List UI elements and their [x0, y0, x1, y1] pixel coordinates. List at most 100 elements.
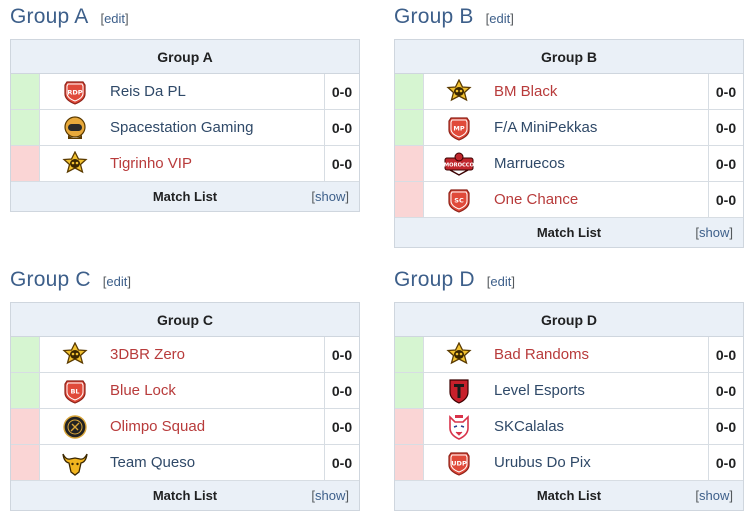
team-logo[interactable]: BL	[40, 373, 110, 408]
team-logo[interactable]	[424, 74, 494, 109]
team-score: 0-0	[324, 373, 359, 408]
show-link[interactable]: show	[315, 189, 346, 204]
standing-indicator	[11, 146, 40, 181]
team-name-link[interactable]: One Chance	[494, 191, 579, 208]
shield-logo: UDP	[448, 451, 470, 476]
team-name-link[interactable]: Tigrinho VIP	[110, 155, 192, 172]
team-score: 0-0	[708, 445, 743, 480]
group-table: Group B BM Black 0-0 MP F/A MiniPekkas 0-0 …	[394, 39, 744, 248]
team-logo[interactable]: RDP	[40, 74, 110, 109]
standing-indicator	[11, 373, 40, 408]
team-name-link[interactable]: Spacestation Gaming	[110, 119, 254, 136]
team-score: 0-0	[708, 337, 743, 372]
table-row: SKCalalas 0-0	[395, 409, 743, 445]
team-score: 0-0	[708, 409, 743, 444]
team-score: 0-0	[324, 337, 359, 372]
team-logo[interactable]	[40, 337, 110, 372]
match-list-label: Match List	[152, 488, 218, 503]
table-row: Olimpo Squad 0-0	[11, 409, 359, 445]
team-logo[interactable]	[424, 337, 494, 372]
team-score: 0-0	[708, 182, 743, 217]
match-list-label: Match List	[152, 189, 218, 204]
team-logo[interactable]: SC	[424, 182, 494, 217]
skull-star-logo	[446, 341, 472, 364]
group-heading: Group B [edit]	[394, 5, 744, 39]
table-row: 3DBR Zero 0-0	[11, 337, 359, 373]
standing-indicator	[395, 409, 424, 444]
team-score: 0-0	[324, 409, 359, 444]
table-row: Tigrinho VIP 0-0	[11, 146, 359, 182]
table-row: Level Esports 0-0	[395, 373, 743, 409]
match-list-bar: Match List [show]	[395, 481, 743, 511]
group-table: Group C 3DBR Zero 0-0 BL Blue Lock 0-0 Olim…	[10, 302, 360, 511]
edit-link[interactable]: edit	[104, 11, 126, 26]
table-row: BM Black 0-0	[395, 74, 743, 110]
show-toggle[interactable]: [show]	[311, 488, 349, 503]
team-name-link[interactable]: Reis Da PL	[110, 83, 186, 100]
team-name-link[interactable]: Team Queso	[110, 454, 196, 471]
group-table-title: Group A	[11, 40, 359, 74]
bracket-open: [	[102, 274, 107, 289]
skull-star-logo	[62, 150, 88, 173]
team-logo[interactable]: UDP	[424, 445, 494, 480]
standing-indicator	[395, 373, 424, 408]
team-logo[interactable]	[40, 146, 110, 181]
team-name-link[interactable]: Bad Randoms	[494, 346, 590, 363]
svg-text:RDP: RDP	[67, 88, 82, 96]
team-score: 0-0	[708, 146, 743, 181]
standing-indicator	[11, 74, 40, 109]
team-logo[interactable]	[40, 445, 110, 480]
group-b-section: Group B [edit] Group B BM Black 0-0 MP F/A M…	[394, 5, 744, 248]
table-row: BL Blue Lock 0-0	[11, 373, 359, 409]
team-logo[interactable]	[40, 409, 110, 444]
svg-text:UDP: UDP	[451, 459, 467, 467]
team-name-link[interactable]: SKCalalas	[494, 418, 565, 435]
team-name-link[interactable]: Urubus Do Pix	[494, 454, 591, 471]
match-list-bar: Match List [show]	[395, 218, 743, 248]
bracket-close: ]	[345, 488, 349, 503]
group-heading: Group A [edit]	[10, 5, 360, 39]
team-name-link[interactable]: Marruecos	[494, 155, 565, 172]
show-toggle[interactable]: [show]	[311, 189, 349, 204]
team-name-link[interactable]: BM Black	[494, 83, 558, 100]
team-logo[interactable]: MOROCCO	[424, 146, 494, 181]
group-d-section: Group D [edit] Group D Bad Randoms 0-0 Leve…	[394, 268, 744, 511]
group-table: Group D Bad Randoms 0-0 Level Esports 0-0 …	[394, 302, 744, 511]
bull-logo	[62, 453, 88, 476]
bracket-close: ]	[125, 11, 129, 26]
edit-link[interactable]: edit	[106, 274, 128, 289]
group-title: Group C	[10, 268, 91, 291]
team-logo[interactable]	[40, 110, 110, 145]
team-logo[interactable]	[424, 409, 494, 444]
group-table-title: Group C	[11, 303, 359, 337]
standing-indicator	[395, 445, 424, 480]
bracket-close: ]	[511, 274, 515, 289]
standing-indicator	[395, 146, 424, 181]
show-link[interactable]: show	[315, 488, 346, 503]
edit-link[interactable]: edit	[489, 11, 511, 26]
astronaut-logo	[64, 115, 86, 139]
team-logo[interactable]: MP	[424, 110, 494, 145]
svg-text:MOROCCO: MOROCCO	[444, 162, 474, 168]
standing-indicator	[11, 110, 40, 145]
shield-logo: SC	[448, 188, 470, 213]
team-name-link[interactable]: F/A MiniPekkas	[494, 119, 598, 136]
edit-link[interactable]: edit	[490, 274, 512, 289]
table-row: RDP Reis Da PL 0-0	[11, 74, 359, 110]
show-toggle[interactable]: [show]	[695, 488, 733, 503]
show-link[interactable]: show	[699, 488, 730, 503]
team-logo[interactable]	[424, 373, 494, 408]
match-list-label: Match List	[536, 225, 602, 240]
standing-indicator	[11, 445, 40, 480]
show-toggle[interactable]: [show]	[695, 225, 733, 240]
team-name-link[interactable]: Blue Lock	[110, 382, 176, 399]
skull-star-logo	[446, 78, 472, 101]
team-name-link[interactable]: Olimpo Squad	[110, 418, 206, 435]
svg-text:MP: MP	[453, 124, 464, 132]
edit-link-wrap: [edit]	[100, 11, 128, 26]
team-name-link[interactable]: Level Esports	[494, 382, 585, 399]
show-link[interactable]: show	[699, 225, 730, 240]
standing-indicator	[395, 74, 424, 109]
team-name-link[interactable]: 3DBR Zero	[110, 346, 186, 363]
group-title: Group B	[394, 5, 474, 28]
